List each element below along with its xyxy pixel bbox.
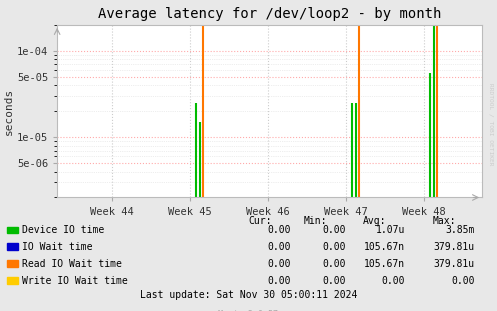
Text: Read IO Wait time: Read IO Wait time	[22, 259, 122, 269]
Text: Avg:: Avg:	[363, 216, 386, 226]
Y-axis label: seconds: seconds	[4, 88, 14, 135]
Text: 379.81u: 379.81u	[433, 242, 475, 252]
Text: Min:: Min:	[303, 216, 327, 226]
Text: 0.00: 0.00	[267, 276, 291, 286]
Text: Max:: Max:	[432, 216, 456, 226]
Text: 0.00: 0.00	[322, 225, 345, 235]
Text: 0.00: 0.00	[322, 259, 345, 269]
Text: 379.81u: 379.81u	[433, 259, 475, 269]
Title: Average latency for /dev/loop2 - by month: Average latency for /dev/loop2 - by mont…	[98, 7, 441, 21]
Text: 0.00: 0.00	[267, 242, 291, 252]
Text: Munin 2.0.57: Munin 2.0.57	[219, 310, 278, 311]
Text: Last update: Sat Nov 30 05:00:11 2024: Last update: Sat Nov 30 05:00:11 2024	[140, 290, 357, 300]
Text: Device IO time: Device IO time	[22, 225, 104, 235]
Text: Write IO Wait time: Write IO Wait time	[22, 276, 128, 286]
Text: 0.00: 0.00	[267, 259, 291, 269]
Text: 0.00: 0.00	[382, 276, 405, 286]
Text: 0.00: 0.00	[267, 225, 291, 235]
Text: 105.67n: 105.67n	[364, 259, 405, 269]
Text: 1.07u: 1.07u	[376, 225, 405, 235]
Text: 0.00: 0.00	[322, 276, 345, 286]
Text: 105.67n: 105.67n	[364, 242, 405, 252]
Text: 0.00: 0.00	[451, 276, 475, 286]
Text: IO Wait time: IO Wait time	[22, 242, 93, 252]
Text: 3.85m: 3.85m	[445, 225, 475, 235]
Text: Cur:: Cur:	[248, 216, 272, 226]
Text: RRDTOOL / TOBI OETIKER: RRDTOOL / TOBI OETIKER	[489, 83, 494, 166]
Text: 0.00: 0.00	[322, 242, 345, 252]
